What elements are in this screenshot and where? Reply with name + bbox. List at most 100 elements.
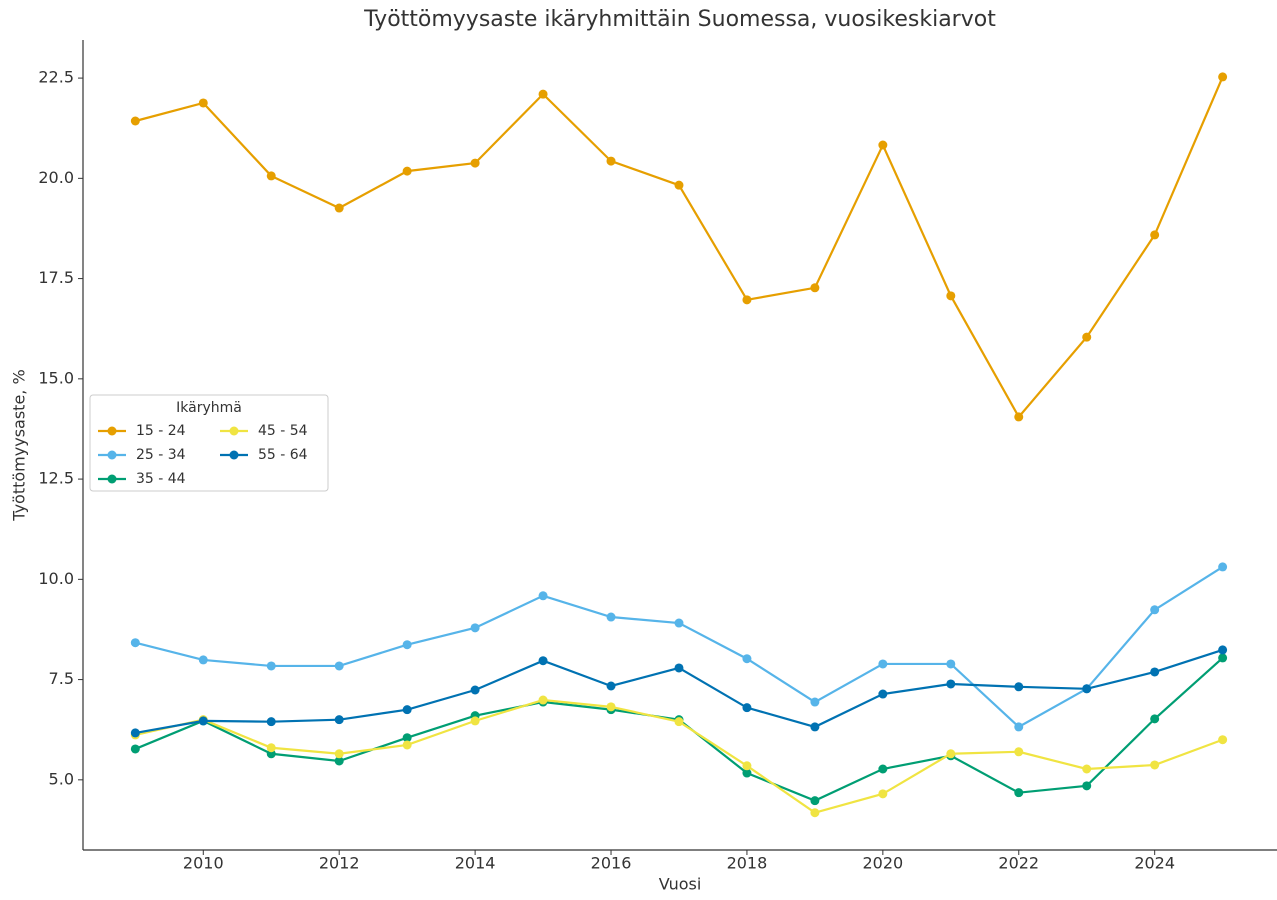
- data-point: [266, 743, 276, 753]
- data-point: [1014, 747, 1024, 757]
- legend-marker: [229, 450, 239, 460]
- data-point: [674, 717, 684, 727]
- data-point: [1014, 788, 1024, 798]
- data-point: [1014, 682, 1024, 692]
- data-point: [334, 749, 344, 759]
- y-tick-label: 15.0: [38, 368, 74, 387]
- legend-box: [89, 394, 329, 492]
- data-point: [810, 283, 820, 293]
- data-point: [946, 659, 956, 669]
- data-point: [674, 180, 684, 190]
- data-point: [946, 679, 956, 689]
- data-point: [334, 661, 344, 671]
- legend-label: 45 - 54: [258, 423, 308, 439]
- data-point: [130, 116, 140, 126]
- data-point: [606, 612, 616, 622]
- data-point: [674, 663, 684, 673]
- data-point: [946, 291, 956, 301]
- data-point: [606, 702, 616, 712]
- x-tick-label: 2010: [183, 854, 224, 873]
- data-point: [606, 681, 616, 691]
- data-point: [130, 638, 140, 648]
- data-point: [1218, 645, 1228, 655]
- series-line: [135, 76, 1224, 419]
- data-point: [402, 705, 412, 715]
- data-point: [1218, 562, 1228, 572]
- y-tick-label: 10.0: [38, 569, 74, 588]
- data-point: [130, 744, 140, 754]
- data-point: [742, 703, 752, 713]
- data-point: [878, 659, 888, 669]
- legend-label: 15 - 24: [136, 423, 186, 439]
- data-point: [470, 716, 480, 726]
- data-point: [1150, 714, 1160, 724]
- y-tick-label: 17.5: [38, 268, 74, 287]
- legend-title: Ikäryhmä: [176, 400, 242, 416]
- data-point: [1218, 653, 1228, 663]
- y-tick-label: 12.5: [38, 469, 74, 488]
- data-point: [1150, 667, 1160, 677]
- series-line: [134, 657, 1224, 802]
- x-tick-label: 2018: [727, 854, 768, 873]
- data-point: [470, 623, 480, 633]
- legend-marker: [107, 426, 117, 436]
- data-point: [538, 591, 548, 601]
- data-point: [1150, 230, 1160, 240]
- data-point: [402, 166, 412, 176]
- data-point: [810, 796, 820, 806]
- x-tick-label: 2012: [319, 854, 360, 873]
- data-point: [266, 171, 276, 181]
- x-axis-label: Vuosi: [659, 875, 702, 894]
- x-tick-label: 2022: [998, 854, 1039, 873]
- legend: Ikäryhmä 15 - 24 25 - 34 35 - 44 45 - 54 55 -…: [89, 394, 329, 492]
- legend-label: 35 - 44: [136, 471, 186, 487]
- data-point: [1082, 332, 1092, 342]
- data-point: [878, 764, 888, 774]
- x-tick-label: 2020: [862, 854, 903, 873]
- chart-title: Työttömyysaste ikäryhmittäin Suomessa, v…: [363, 7, 996, 32]
- legend-marker: [107, 450, 117, 460]
- data-point: [538, 656, 548, 666]
- data-point: [130, 728, 140, 738]
- data-point: [742, 768, 752, 778]
- y-tick-label: 5.0: [49, 769, 74, 788]
- data-point: [878, 689, 888, 699]
- data-point: [810, 697, 820, 707]
- data-point: [538, 89, 548, 99]
- data-point: [742, 654, 752, 664]
- data-point: [470, 685, 480, 695]
- data-point: [674, 618, 684, 628]
- data-point: [946, 749, 956, 759]
- legend-label: 55 - 64: [258, 447, 308, 463]
- data-point: [810, 722, 820, 732]
- data-point: [198, 655, 208, 665]
- data-point: [878, 789, 888, 799]
- data-point: [1014, 722, 1024, 732]
- y-tick-label: 20.0: [38, 168, 74, 187]
- data-point: [266, 661, 276, 671]
- data-point: [1218, 735, 1228, 745]
- data-point: [334, 715, 344, 725]
- data-point: [402, 740, 412, 750]
- x-tick-label: 2024: [1134, 854, 1175, 873]
- y-axis-label: Työttömyysaste, %: [10, 369, 29, 521]
- y-tick-label: 7.5: [49, 669, 74, 688]
- legend-label: 25 - 34: [136, 447, 186, 463]
- legend-marker: [229, 426, 239, 436]
- x-tick-label: 2014: [455, 854, 496, 873]
- data-point: [742, 295, 752, 305]
- data-point: [810, 808, 820, 818]
- data-point: [742, 761, 752, 771]
- data-point: [334, 203, 344, 213]
- data-point: [1082, 684, 1092, 694]
- data-point: [1150, 760, 1160, 770]
- data-point: [266, 717, 276, 727]
- data-point: [1150, 605, 1160, 615]
- data-point: [198, 716, 208, 726]
- series-line: [135, 565, 1224, 729]
- data-point: [402, 640, 412, 650]
- data-point: [1014, 412, 1024, 422]
- data-point: [198, 98, 208, 108]
- data-point: [1218, 72, 1228, 82]
